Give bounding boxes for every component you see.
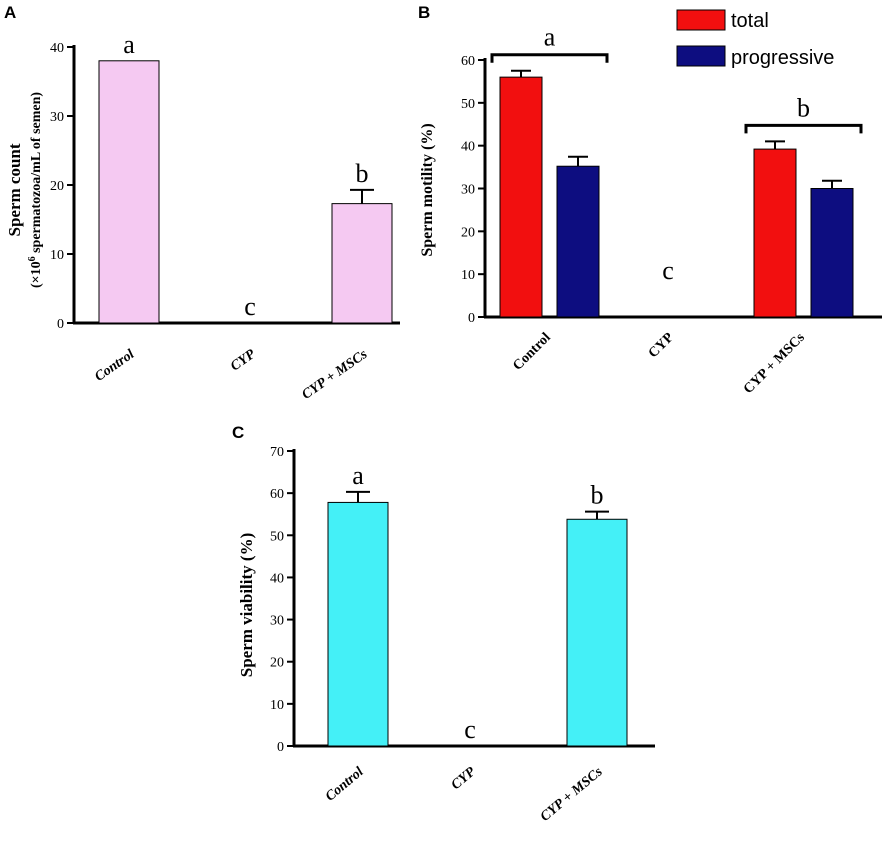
panel-b-bar-control-total [499,76,543,318]
panel-a-category-label-cyp-mscs: CYP + MSCs [299,347,370,403]
panel-c-ytick-label: 60 [270,487,284,502]
panel-c-significance-control: a [352,461,364,490]
panel-b-ytick-label: 50 [461,97,475,112]
panel-c-category-label-cyp: CYP [449,764,479,793]
panel-c-ytick-label: 10 [270,698,284,713]
panel-b-category-label-control: Control [510,330,554,374]
panel-c-ytick-label: 0 [277,740,284,755]
panel-a-ytick-label: 20 [50,179,64,194]
panel-c-ylabel: Sperm viability (%) [237,533,256,678]
panel-a-ytick-label: 30 [50,110,64,125]
panel-b-ytick-label: 40 [461,140,475,155]
panel-c-ytick-label: 50 [270,529,284,544]
panel-c-ytick-label: 20 [270,656,284,671]
panel-b-bar-cyp-mscs-total [753,148,797,318]
legend-label-total: total [731,10,769,32]
panel-b-ytick-label: 30 [461,183,475,198]
chart-marks: 0 10 20 30 40 a c b Control CYP CYP + MSCs 0 10 20 30 4… [50,23,882,825]
panel-a-category-label-control: Control [92,347,137,385]
panel-c-ytick-label: 30 [270,614,284,629]
panel-c-category-label-cyp-mscs: CYP + MSCs [538,764,606,825]
panel-b-category-label-cyp: CYP [646,330,677,361]
panel-a-significance-cyp: c [244,292,256,321]
panel-b-bar-cyp-mscs-progressive [810,188,854,318]
legend-label-progressive: progressive [731,47,834,69]
panel-a-ytick-label: 40 [50,41,64,56]
panel-b-ytick-label: 10 [461,268,475,283]
panel-b-bracket-control [490,53,609,63]
panel-b-significance-control: a [544,23,556,52]
panel-c-significance-cyp: c [464,715,476,744]
legend-swatch-total [676,9,726,31]
panel-a-ylabel-line2: (×106 spermatozoa/mL of semen) [27,92,44,288]
panel-b-significance-cyp: c [662,256,674,285]
panel-c-ytick-label: 70 [270,445,284,460]
panel-a-bar-control [98,60,160,324]
panel-b-legend: total progressive [676,9,834,69]
panel-c-bar-control [327,501,389,747]
panel-b-significance-cyp-mscs: b [797,93,810,122]
panel-b-ytick-label: 0 [468,311,475,326]
panel-a-ylabel-line1: Sperm count [5,143,24,236]
panel-a-category-label-cyp: CYP [228,347,259,375]
panel-c-significance-cyp-mscs: b [591,481,604,510]
panel-a-bar-cyp-mscs [331,203,393,324]
panel-c-bar-cyp-mscs [566,518,628,747]
panel-a-significance-control: a [123,30,135,59]
panel-a-ytick-label: 10 [50,248,64,263]
panel-label-b: B [418,3,430,22]
panel-label-a: A [4,3,16,22]
legend-swatch-progressive [676,45,726,67]
panel-b-ytick-label: 20 [461,225,475,240]
panel-c-ytick-label: 40 [270,571,284,586]
panel-b-bar-control-progressive [556,165,600,318]
panel-b-ytick-label: 60 [461,54,475,69]
panel-c-category-label-control: Control [323,765,367,805]
panel-b-category-label-cyp-mscs: CYP + MSCs [741,330,808,397]
panel-b-bracket-cyp-mscs [744,123,863,134]
panel-label-c: C [232,423,244,442]
panel-b-ylabel: Sperm motility (%) [419,123,436,256]
panel-a-significance-cyp-mscs: b [356,159,369,188]
panel-a-ytick-label: 0 [57,317,64,332]
